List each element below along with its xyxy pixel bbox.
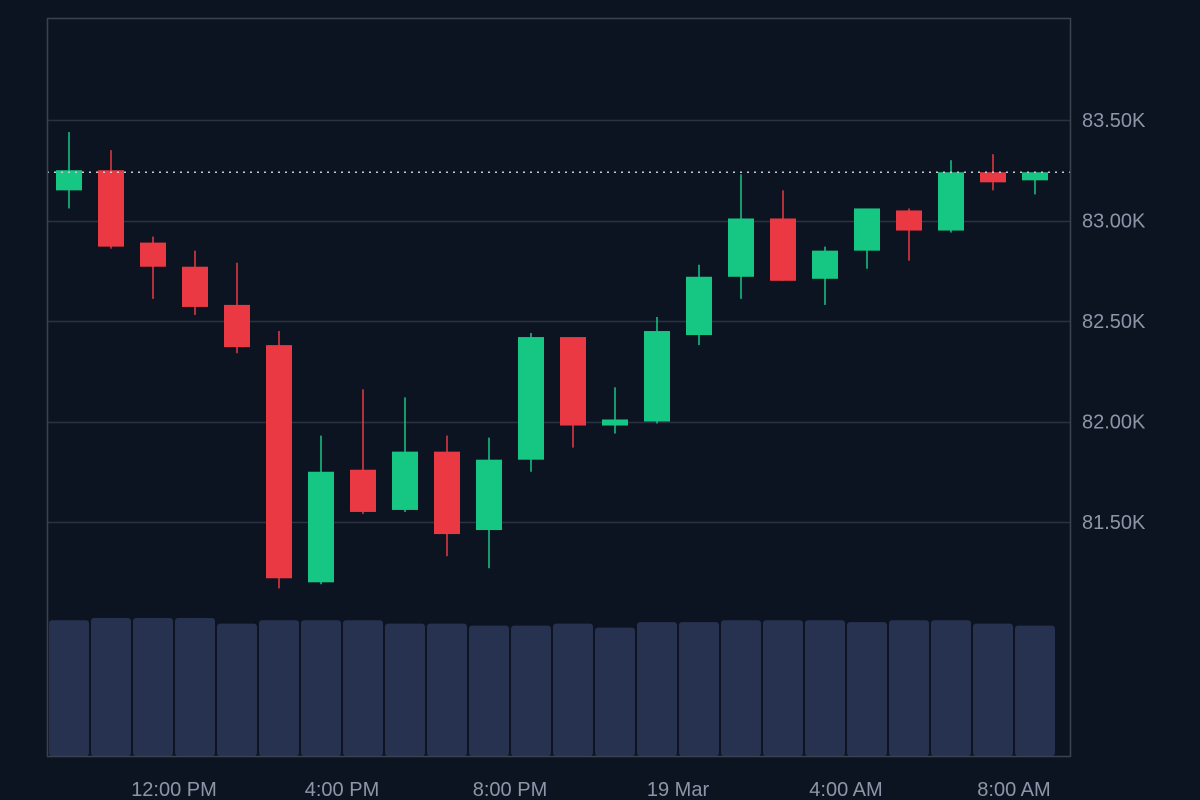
plot-frame <box>46 17 1072 758</box>
volume-bar <box>889 620 929 756</box>
candle-body <box>98 170 124 247</box>
x-tick-label: 4:00 AM <box>809 779 882 800</box>
volume-bar <box>217 623 257 756</box>
candle-up <box>602 387 628 434</box>
candle-body <box>182 266 208 307</box>
volume-bar <box>679 622 719 756</box>
x-tick-label: 4:00 PM <box>305 779 379 800</box>
candle-down <box>140 236 166 299</box>
volume-bar <box>259 620 299 756</box>
candle-body <box>392 451 418 510</box>
candle-down <box>896 208 922 261</box>
candle-body <box>896 210 922 231</box>
candle-body <box>476 459 502 531</box>
volume-bar <box>469 625 509 756</box>
candle-down <box>434 435 460 557</box>
x-axis-labels: 12:00 PM 4:00 PM 8:00 PM 19 Mar 4:00 AM 8:00 … <box>131 779 1051 800</box>
volume-bar <box>931 620 971 756</box>
volume-bar <box>385 623 425 756</box>
candle-up <box>518 333 544 472</box>
volume-bar <box>91 618 131 756</box>
volume-bar <box>973 623 1013 756</box>
candle-body <box>434 451 460 535</box>
candle-up <box>1022 172 1048 195</box>
volume-bar <box>1015 625 1055 756</box>
x-tick-label: 8:00 PM <box>473 779 547 800</box>
candle-body <box>308 471 334 583</box>
volume-bar <box>133 618 173 756</box>
y-tick-label: 82.00K <box>1082 412 1146 434</box>
volume-bar <box>301 620 341 756</box>
candle-body <box>266 345 292 579</box>
x-tick-label: 8:00 AM <box>977 779 1050 800</box>
candle-body <box>56 170 82 191</box>
x-tick-label: 19 Mar <box>647 779 710 800</box>
volume-bar <box>847 622 887 756</box>
candle-up <box>56 132 82 209</box>
candle-body <box>854 208 880 251</box>
y-tick-label: 81.50K <box>1082 512 1146 534</box>
volume-bar <box>49 620 89 756</box>
y-tick-label: 83.50K <box>1082 110 1146 132</box>
candle-down <box>266 331 292 589</box>
volume-bars <box>49 618 1055 756</box>
candle-up <box>308 435 334 585</box>
candle-body <box>518 337 544 460</box>
y-tick-label: 83.00K <box>1082 211 1146 233</box>
candle-up <box>686 264 712 346</box>
candle-body <box>728 218 754 277</box>
candle-body <box>770 218 796 281</box>
candle-body <box>644 331 670 422</box>
candle-body <box>140 242 166 267</box>
candle-body <box>560 337 586 426</box>
candle-down <box>770 190 796 281</box>
volume-bar <box>343 620 383 756</box>
volume-bar <box>511 625 551 756</box>
candle-up <box>644 316 670 424</box>
volume-bar <box>637 622 677 756</box>
y-axis-labels: 81.50K 82.00K 82.50K 83.00K 83.50K <box>1082 110 1146 534</box>
candle-body <box>602 419 628 426</box>
candle-down <box>350 389 376 514</box>
volume-bar <box>553 623 593 756</box>
candle-body <box>1022 172 1048 181</box>
y-tick-label: 82.50K <box>1082 311 1146 333</box>
volume-bar <box>427 623 467 756</box>
candle-down <box>224 262 250 354</box>
grid <box>47 119 1071 524</box>
candle-body <box>812 250 838 279</box>
x-tick-label: 12:00 PM <box>131 779 217 800</box>
candle-body <box>686 276 712 336</box>
candle-down <box>182 250 208 315</box>
candle-down <box>98 150 124 249</box>
volume-bar <box>805 620 845 756</box>
candle-up <box>728 174 754 299</box>
candles <box>56 132 1048 589</box>
volume-bar <box>763 620 803 756</box>
candle-up <box>476 437 502 569</box>
volume-bar <box>175 618 215 756</box>
candle-up <box>938 160 964 233</box>
volume-bar <box>721 620 761 756</box>
candle-down <box>560 337 586 448</box>
candle-up <box>392 397 418 512</box>
candle-up <box>812 246 838 305</box>
candle-body <box>224 304 250 348</box>
candle-body <box>350 469 376 512</box>
candle-body <box>980 172 1006 183</box>
candle-body <box>938 172 964 231</box>
candle-up <box>854 208 880 269</box>
volume-bar <box>595 627 635 756</box>
